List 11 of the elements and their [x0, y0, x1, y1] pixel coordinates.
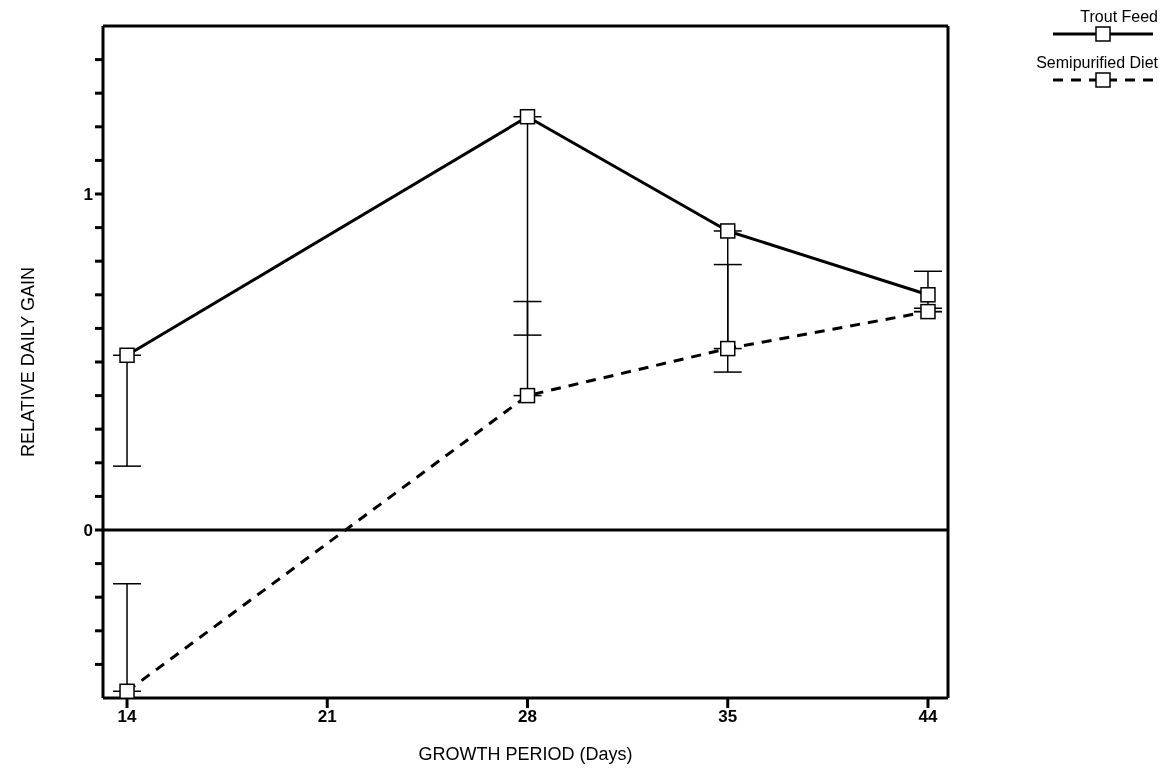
x-tick-label: 35 — [718, 707, 738, 727]
y-tick-label: 1 — [83, 185, 93, 205]
x-tick-label: 44 — [918, 707, 938, 727]
x-axis-title: GROWTH PERIOD (Days) — [418, 744, 633, 764]
text: Trout Feed — [1080, 8, 1158, 26]
x-tick-label: 28 — [518, 707, 537, 727]
y-tick-label: 0 — [83, 521, 93, 541]
x-tick-label: 21 — [317, 707, 337, 727]
y-axis-title: RELATIVE DAILY GAIN — [18, 266, 39, 458]
legend-label: Semipurified Diet — [1036, 54, 1158, 72]
x-tick-label: 14 — [117, 707, 138, 727]
